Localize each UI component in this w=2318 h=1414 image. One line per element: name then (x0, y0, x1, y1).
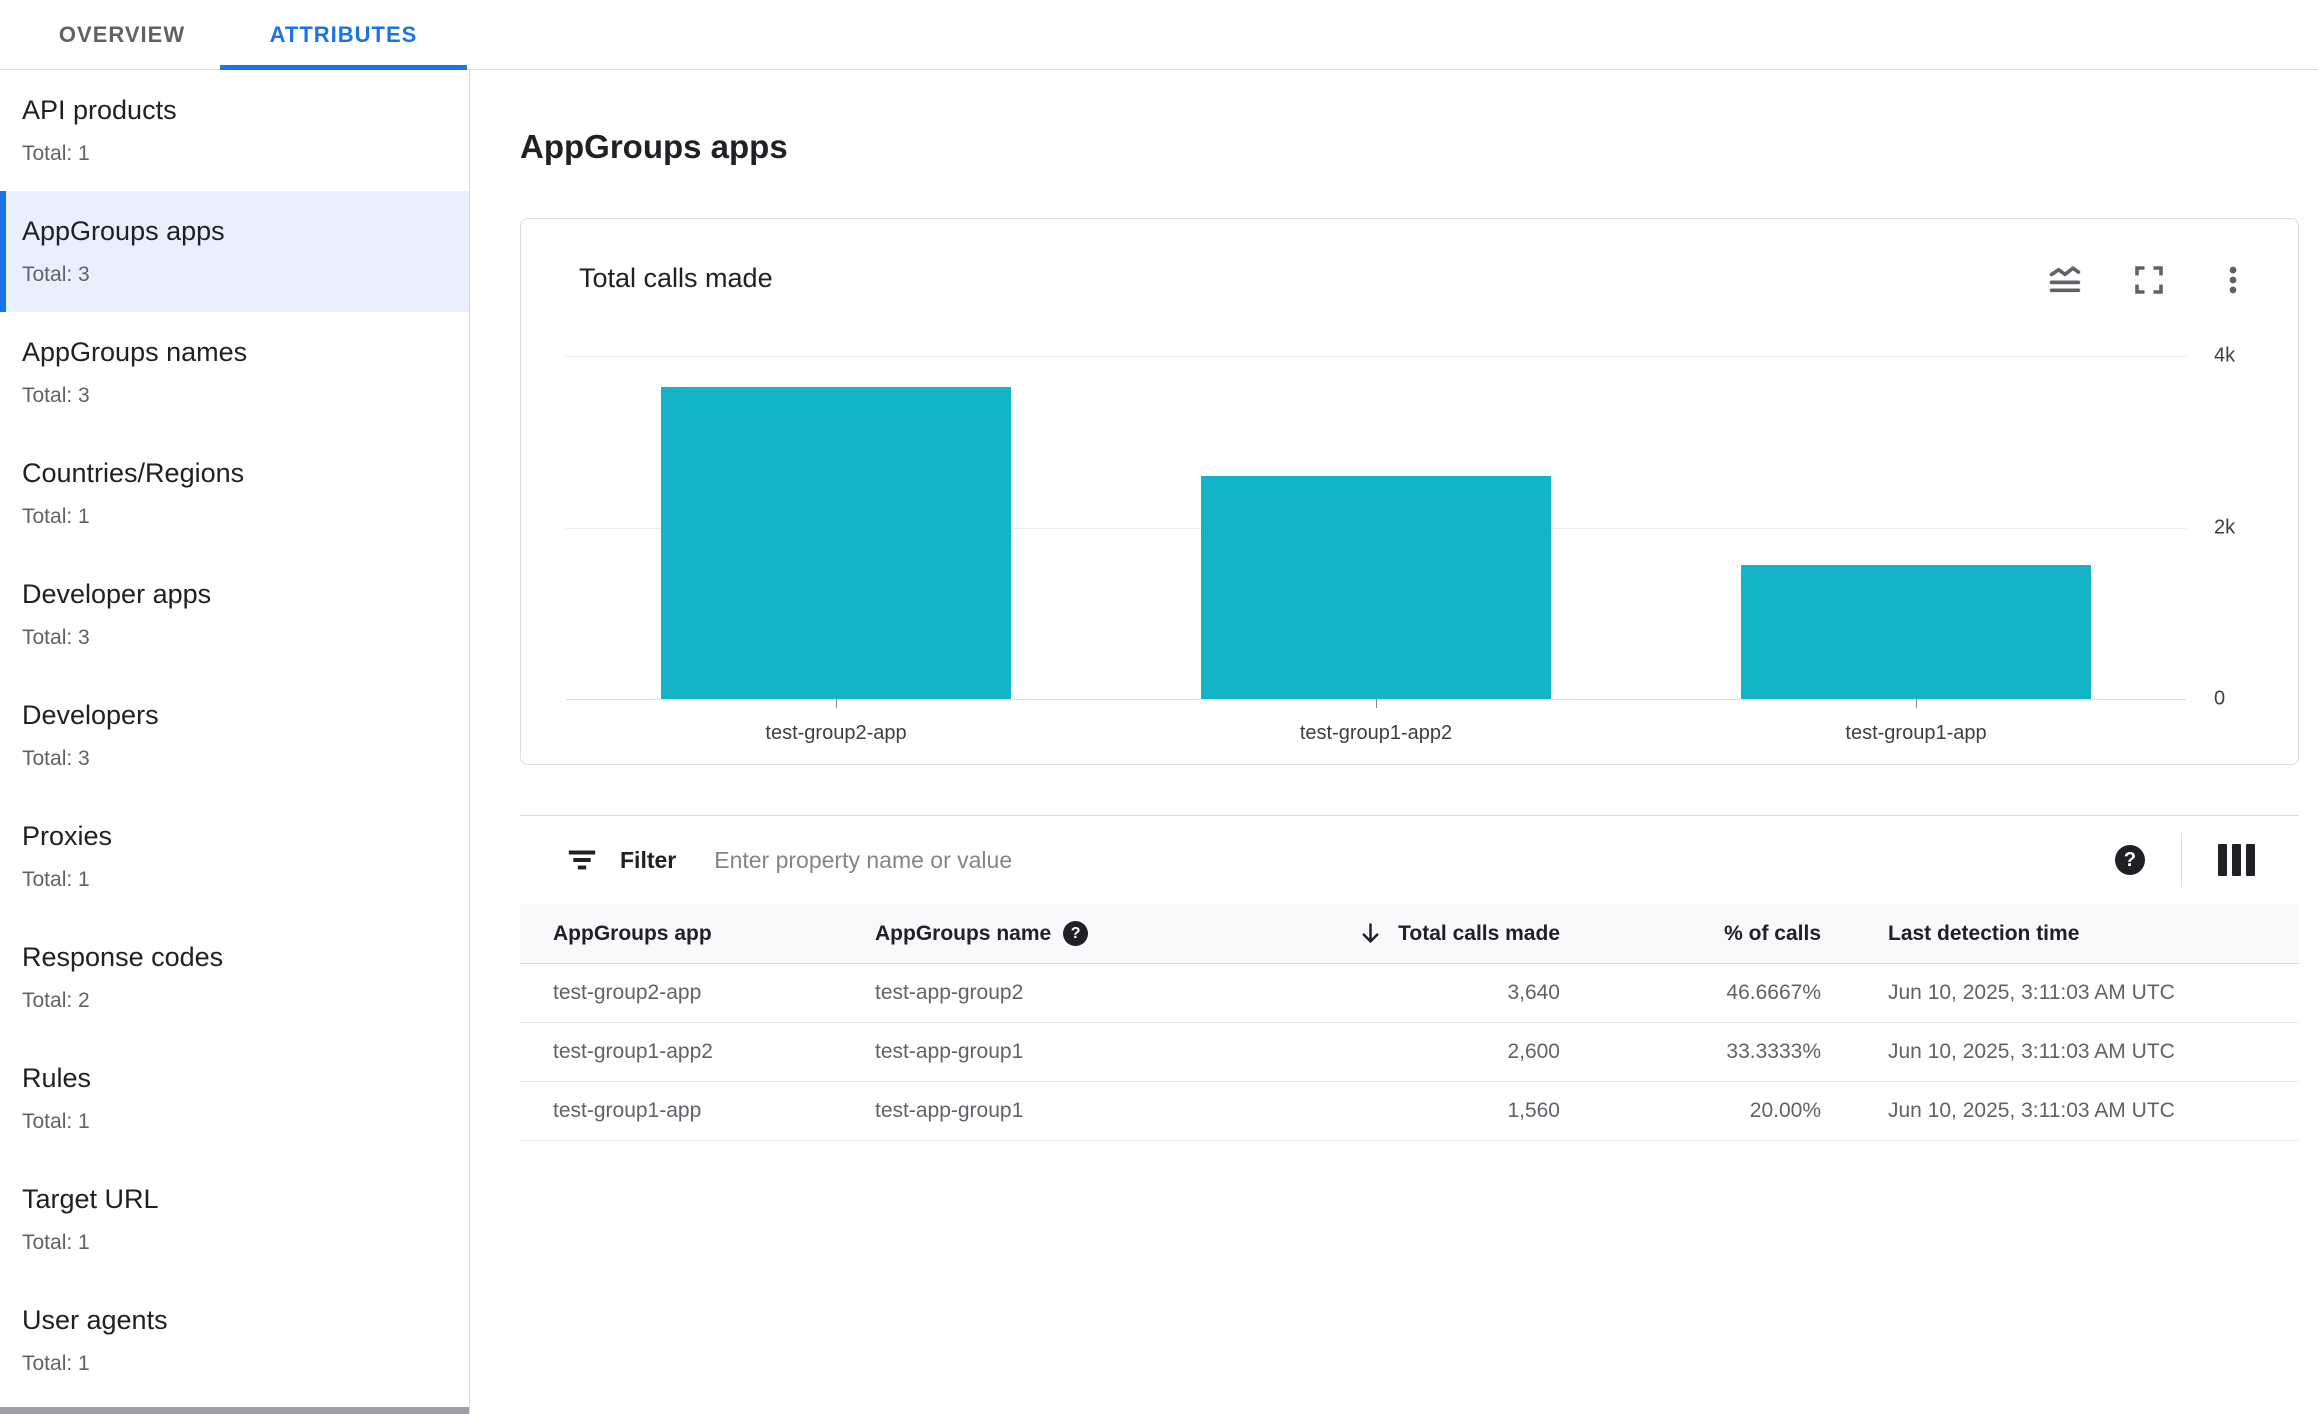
page-title: AppGroups apps (520, 128, 788, 165)
table-row: test-group1-app2 test-app-group1 2,600 3… (520, 1023, 2299, 1082)
x-tick (1376, 699, 1377, 708)
attributes-table-section: Filter ? AppGroups app AppGroups name ? … (520, 815, 2299, 1141)
cell-appgroups-app: test-group1-app2 (553, 1040, 713, 1063)
cell-last-detection: Jun 10, 2025, 3:11:03 AM UTC (1888, 1040, 2175, 1063)
more-vertical-icon[interactable] (2214, 261, 2252, 299)
sidebar-item-countries-regions[interactable]: Countries/Regions Total: 1 (22, 458, 245, 528)
header-last-detection-time: Last detection time (1888, 921, 2080, 945)
chart-type-icon[interactable] (2046, 261, 2084, 299)
x-axis-label: test-group2-app (765, 722, 907, 744)
bar-chart-plot: 4k 2k 0 test-group2-app test-group1-app2… (566, 345, 2235, 744)
header-pct-of-calls: % of calls (1724, 921, 1821, 945)
y-tick-label: 4k (2214, 344, 2236, 367)
cell-appgroups-name: test-app-group2 (875, 981, 1024, 1004)
tab-overview[interactable]: OVERVIEW (58, 21, 186, 47)
cell-total-calls: 2,600 (1507, 1040, 1560, 1063)
chart-toolbar (2046, 261, 2252, 299)
x-axis-label: test-group1-app (1845, 722, 1987, 744)
cell-total-calls: 1,560 (1507, 1099, 1560, 1122)
bar-test-group1-app2[interactable] (1201, 476, 1551, 699)
sidebar-item-target-url[interactable]: Target URL Total: 1 (22, 1184, 159, 1254)
sidebar-item-rules[interactable]: Rules Total: 1 (22, 1063, 92, 1133)
gridline-4k (566, 356, 2186, 357)
sidebar-item-appgroups-apps[interactable]: AppGroups apps Total: 3 (0, 191, 469, 312)
help-icon[interactable]: ? (2115, 845, 2145, 875)
x-tick (836, 699, 837, 708)
table-row: test-group2-app test-app-group2 3,640 46… (520, 964, 2299, 1023)
divider (2181, 834, 2182, 886)
cell-pct-of-calls: 33.3333% (1726, 1040, 1821, 1063)
x-axis-label: test-group1-app2 (1299, 722, 1453, 744)
cell-appgroups-app: test-group1-app (553, 1099, 702, 1122)
cell-pct-of-calls: 46.6667% (1726, 981, 1821, 1004)
tab-attributes[interactable]: ATTRIBUTES (220, 0, 467, 70)
y-tick-label: 0 (2214, 687, 2226, 710)
bar-test-group1-app[interactable] (1741, 565, 2091, 699)
column-help-icon[interactable]: ? (1063, 921, 1089, 946)
cell-appgroups-name: test-app-group1 (875, 1099, 1024, 1122)
tab-bar: OVERVIEW ATTRIBUTES (0, 0, 2318, 70)
filter-icon (568, 850, 596, 870)
y-tick-label: 2k (2214, 516, 2236, 538)
cell-last-detection: Jun 10, 2025, 3:11:03 AM UTC (1888, 981, 2175, 1004)
sidebar-item-proxies[interactable]: Proxies Total: 1 (22, 821, 113, 891)
cell-total-calls: 3,640 (1507, 981, 1560, 1004)
sidebar-item-appgroups-names[interactable]: AppGroups names Total: 3 (22, 337, 248, 407)
sort-descending-icon (1362, 923, 1379, 943)
header-appgroups-name: AppGroups name ? (875, 921, 1205, 946)
cell-pct-of-calls: 20.00% (1749, 1099, 1821, 1122)
filter-label: Filter (620, 846, 677, 873)
x-tick (1916, 699, 1917, 708)
cell-appgroups-app: test-group2-app (553, 981, 702, 1004)
sidebar-item-developer-apps[interactable]: Developer apps Total: 3 (22, 579, 212, 649)
sidebar-item-api-products[interactable]: API products Total: 1 (22, 95, 177, 165)
sidebar-item-response-codes[interactable]: Response codes Total: 2 (22, 942, 224, 1012)
sidebar-horizontal-scrollbar[interactable] (0, 1407, 469, 1414)
sidebar-item-developers[interactable]: Developers Total: 3 (22, 700, 159, 770)
attributes-sidebar: API products Total: 1 AppGroups apps Tot… (0, 70, 470, 1414)
table-header-row: AppGroups app AppGroups name ? Total cal… (520, 904, 2299, 964)
chart-title: Total calls made (579, 263, 773, 293)
cell-last-detection: Jun 10, 2025, 3:11:03 AM UTC (1888, 1099, 2175, 1122)
filter-bar: Filter ? (520, 816, 2299, 904)
sidebar-item-user-agents[interactable]: User agents Total: 1 (22, 1305, 168, 1375)
fullscreen-icon[interactable] (2130, 261, 2168, 299)
total-calls-chart-card: Total calls made (520, 218, 2299, 765)
header-total-calls-made[interactable]: Total calls made (1205, 920, 1560, 947)
cell-appgroups-name: test-app-group1 (875, 1040, 1024, 1063)
header-appgroups-app: AppGroups app (553, 921, 712, 945)
column-settings-icon[interactable] (2218, 844, 2255, 876)
table-row: test-group1-app test-app-group1 1,560 20… (520, 1082, 2299, 1141)
filter-input[interactable] (714, 846, 2115, 874)
bar-test-group2-app[interactable] (661, 387, 1011, 699)
